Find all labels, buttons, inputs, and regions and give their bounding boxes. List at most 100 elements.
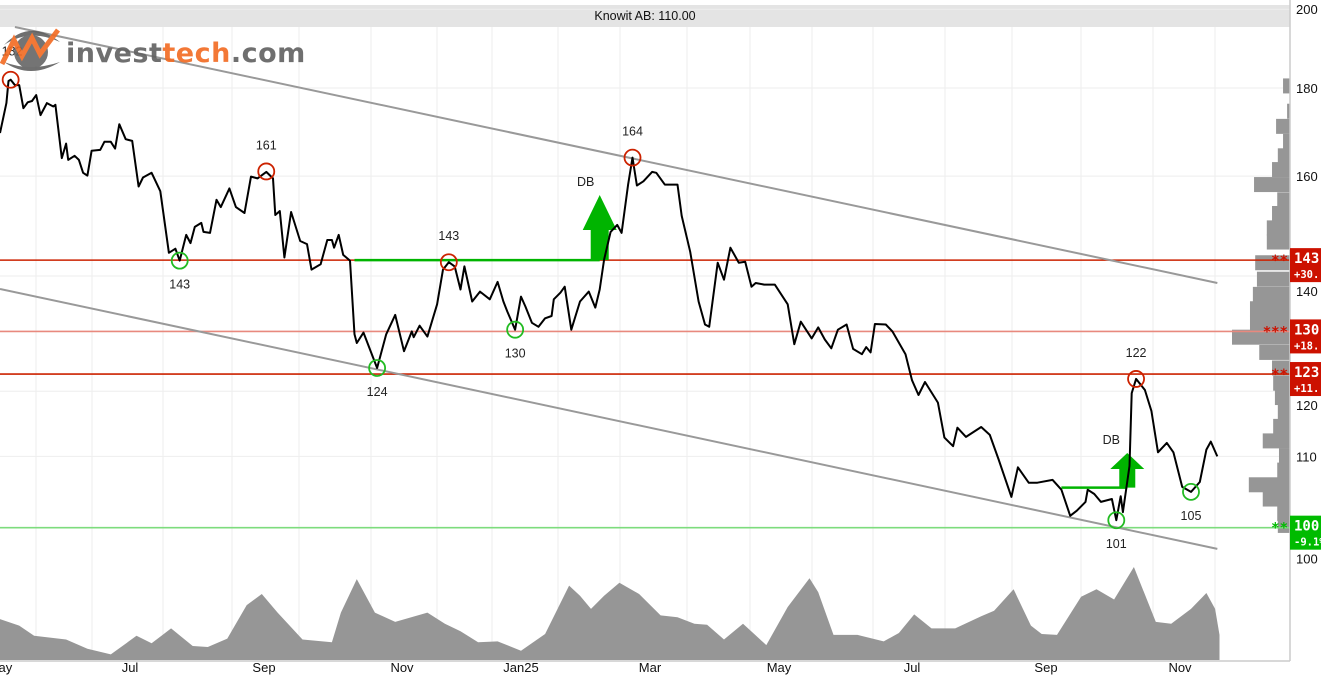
volume-profile-bar	[1277, 192, 1290, 208]
volume-profile-bar	[1254, 177, 1290, 193]
x-axis: May Jul Sep Nov Jan25 Mar May Jul Sep Nov	[0, 660, 1192, 675]
volume-profile-bar	[1249, 301, 1290, 317]
volume-profile-bar	[1277, 404, 1290, 420]
bottom-circle-marker	[368, 359, 387, 377]
volume-profile-bar	[1249, 315, 1290, 331]
y-tick-label: 160	[1296, 169, 1318, 184]
volume-profile-bar	[1259, 344, 1290, 360]
bottom-circle-marker	[506, 320, 525, 339]
title-bar	[0, 5, 1290, 27]
volume-profile-bar	[1273, 375, 1290, 391]
logo-circle	[14, 35, 48, 69]
bottom-label: 143	[169, 278, 190, 292]
x-tick-label: Jul	[904, 660, 921, 675]
volume-profile-bar	[1272, 360, 1290, 376]
y-tick-label: 120	[1296, 398, 1318, 413]
top-circle-marker	[623, 148, 642, 167]
logo-eye-lower	[4, 62, 60, 71]
y-tick-label: 200	[1296, 2, 1318, 17]
logo-text-tech: tech	[162, 38, 230, 69]
y-tick-label: 100	[1296, 552, 1318, 567]
gridlines	[0, 8, 1290, 660]
x-tick-label: Jan25	[503, 660, 538, 675]
level-change: +30.	[1294, 269, 1319, 281]
volume-profile-bar	[1273, 418, 1290, 434]
volume-profile-bar	[1274, 390, 1290, 406]
logo-text-invest: invest	[66, 38, 162, 69]
level-value: 130	[1294, 322, 1319, 338]
volume-profile-bar	[1232, 329, 1290, 345]
trend-line	[0, 287, 1218, 550]
volume-profile-bar	[1272, 205, 1290, 221]
bottom-label: 101	[1106, 537, 1127, 551]
x-tick-label: Mar	[639, 660, 662, 675]
bottom-circle-marker	[1107, 511, 1126, 530]
volume-profile-bar	[1277, 462, 1290, 478]
svg-text:investtech.com: investtech.com	[66, 38, 306, 69]
support-resistance-lines	[0, 259, 1290, 529]
y-tick-label: 180	[1296, 81, 1318, 96]
level-box-123	[1290, 362, 1321, 397]
investtech-logo: investtech.com	[0, 28, 306, 71]
volume-profile-bar	[1266, 220, 1290, 236]
bottom-circle-marker	[1182, 482, 1200, 501]
x-tick-label: Sep	[1034, 660, 1057, 675]
top-circle-marker	[439, 253, 458, 272]
volume-profile	[1232, 78, 1290, 533]
volume-profile-bar	[1262, 491, 1290, 507]
price-line	[0, 78, 1219, 522]
bottom-label: 105	[1181, 509, 1202, 523]
volume-profile-bar	[1287, 103, 1290, 119]
volume-profile-bar	[1278, 448, 1290, 464]
buy-signal-arrow-icon	[1110, 452, 1145, 488]
top-label: 164	[622, 125, 643, 139]
x-tick-label: Nov	[390, 660, 414, 675]
volume-profile-bar	[1272, 162, 1290, 178]
bottom-circle-marker	[170, 251, 189, 270]
buy-signal-arrow-icon	[582, 195, 617, 261]
top-circle-marker	[257, 162, 276, 181]
level-stars: ***	[1263, 324, 1288, 340]
volume-area-fill	[0, 567, 1220, 660]
y-tick-label: 140	[1296, 284, 1318, 299]
trend-channel	[0, 26, 1218, 550]
level-stars: **	[1271, 253, 1288, 269]
top-label: 161	[256, 138, 277, 152]
bottom-label: 124	[367, 385, 388, 399]
volume-area	[0, 567, 1220, 660]
level-value: 143	[1294, 251, 1319, 267]
top-label: 143	[438, 229, 459, 243]
x-tick-label: Sep	[252, 660, 275, 675]
level-box-130	[1290, 319, 1321, 354]
volume-profile-bar	[1255, 255, 1290, 271]
volume-profile-bar	[1277, 517, 1290, 533]
y-axis: 100 110 120 140 160 180 200	[1296, 2, 1318, 566]
logo-zigzag-icon	[0, 28, 60, 66]
bottom-label: 130	[505, 347, 526, 361]
level-change: +18.	[1294, 340, 1319, 352]
chart-title: Knowit AB: 110.00	[594, 9, 695, 23]
trend-line	[14, 26, 1218, 284]
x-tick-label: May	[767, 660, 792, 675]
x-tick-label: Nov	[1168, 660, 1192, 675]
volume-profile-bar	[1277, 148, 1290, 164]
volume-profile-bar	[1283, 133, 1290, 149]
level-value: 123	[1294, 365, 1319, 381]
volume-profile-bar	[1262, 433, 1290, 449]
level-stars: **	[1271, 367, 1288, 383]
level-change: -9.1%	[1294, 537, 1321, 549]
level-labels: ** 143 +30. *** 130 +18. ** 123 +11. ** 100 -9.1%	[1263, 248, 1321, 550]
level-box-143	[1290, 248, 1321, 283]
top-circle-marker	[1127, 370, 1145, 388]
level-change: +11.	[1294, 383, 1319, 395]
volume-profile-bar	[1248, 477, 1290, 493]
x-tick-label: May	[0, 660, 13, 675]
y-tick-label: 110	[1296, 449, 1317, 464]
top-label: 122	[1126, 346, 1147, 360]
x-tick-label: Jul	[122, 660, 139, 675]
top-circle-marker	[1, 70, 20, 89]
logo-eye-icon	[4, 30, 60, 45]
signal-label: DB	[1103, 433, 1120, 447]
